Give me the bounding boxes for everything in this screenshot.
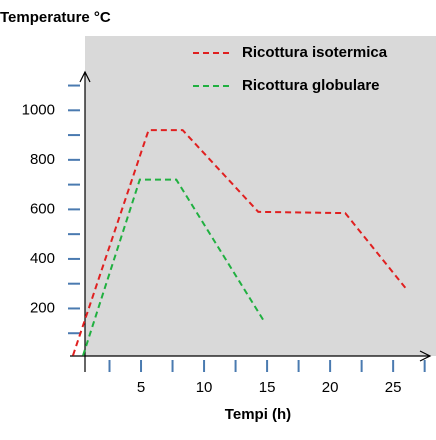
x-axis-arrow xyxy=(419,350,432,362)
y-tick-label: 200 xyxy=(30,299,55,316)
x-tick-label: 5 xyxy=(137,379,145,396)
x-tick-label: 10 xyxy=(196,379,213,396)
y-tick-label: 1000 xyxy=(22,101,55,118)
y-tick-label: 800 xyxy=(30,151,55,168)
chart-title: Temperature °C xyxy=(0,9,111,26)
legend-label: Ricottura globulare xyxy=(242,77,380,94)
y-axis-arrow xyxy=(79,70,91,83)
x-tick-label: 15 xyxy=(259,379,276,396)
y-tick-label: 400 xyxy=(30,250,55,267)
y-tick-label: 600 xyxy=(30,200,55,217)
plot-background xyxy=(85,36,436,356)
data-line xyxy=(82,178,266,356)
x-axis-label: Tempi (h) xyxy=(225,406,291,423)
legend-label: Ricottura isotermica xyxy=(242,44,388,61)
x-tick-label: 25 xyxy=(385,379,402,396)
x-tick-label: 20 xyxy=(322,379,339,396)
